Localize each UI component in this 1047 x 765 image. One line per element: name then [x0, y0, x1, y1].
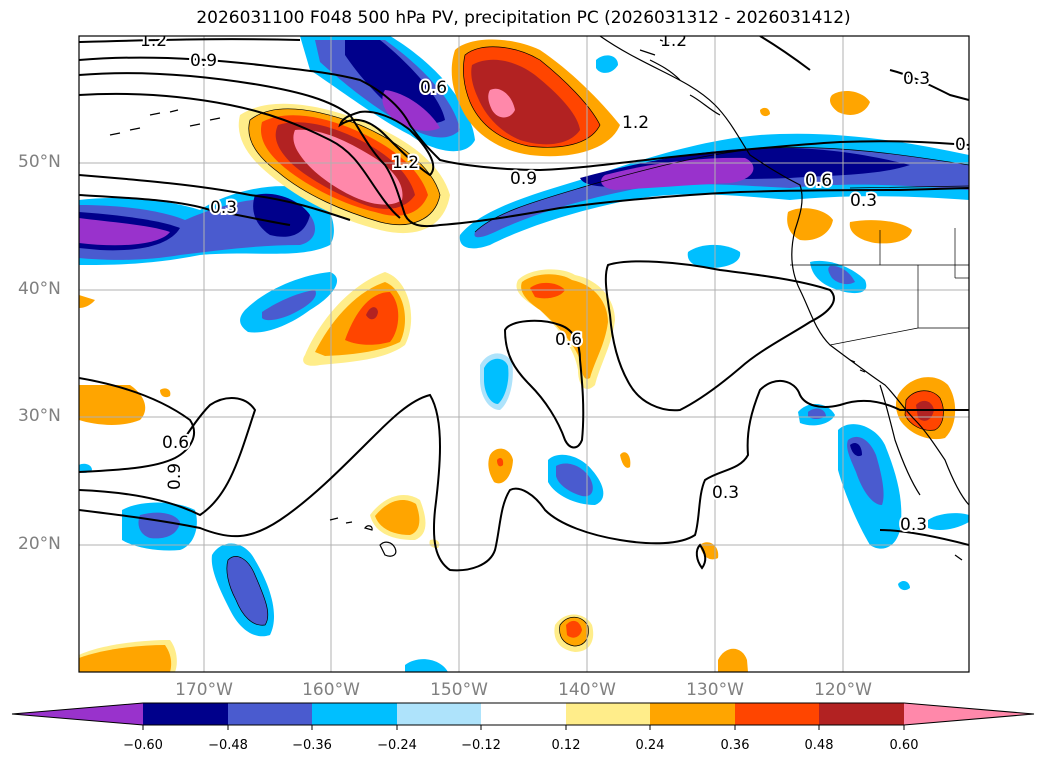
contour-label: 1.2: [140, 31, 167, 51]
colorbar: [11, 702, 1035, 730]
colorbar-tick-label: 0.60: [889, 738, 919, 753]
contour-label: 0.3: [210, 198, 237, 218]
contour-label: 0.3: [712, 483, 739, 503]
colorbar-tick-label: −0.12: [461, 738, 501, 753]
map-frame: [78, 35, 970, 673]
lat-label-20n: 20°N: [18, 534, 61, 554]
colorbar-extend-left: [12, 703, 143, 725]
coastlines: [109, 36, 969, 561]
lat-label-40n: 40°N: [18, 279, 61, 299]
contour-label: 1.2: [622, 113, 649, 133]
contour-label: 0.9: [190, 51, 217, 71]
colorbar-tick-label: 0.24: [635, 738, 665, 753]
colorbar-tick-label: −0.36: [292, 738, 332, 753]
contour-label: 0.6: [420, 78, 447, 98]
contour-label: 0.3: [903, 69, 930, 89]
contour-label: 1.2: [660, 31, 687, 51]
colorbar-tick-label: 0.48: [804, 738, 834, 753]
colorbar-tick-label: −0.24: [377, 738, 417, 753]
contour-labels: 1.2 0.9 0.6 1.2 1.2 0.9 0.3 0.6 0.3 0.3 …: [138, 31, 982, 537]
borders: [790, 185, 969, 346]
lon-label-170w: 170°W: [175, 680, 233, 700]
colorbar-extend-right: [904, 703, 1034, 725]
precipitation-shading: [79, 36, 969, 672]
contour-label: 0.3: [900, 515, 927, 535]
lat-label-50n: 50°N: [18, 152, 61, 172]
colorbar-tick-label: −0.48: [208, 738, 248, 753]
colorbar-tick-label: −0.60: [123, 738, 163, 753]
lon-label-120w: 120°W: [814, 680, 872, 700]
lon-label-130w: 130°W: [686, 680, 744, 700]
lon-label-160w: 160°W: [302, 680, 360, 700]
figure-title: 2026031100 F048 500 hPa PV, precipitatio…: [196, 8, 851, 28]
lon-label-150w: 150°W: [430, 680, 488, 700]
colorbar-tick-label: 0.12: [551, 738, 581, 753]
colorbar-tick-label: 0.36: [720, 738, 750, 753]
contour-label: 0.6: [555, 330, 582, 350]
contour-label: 1.2: [392, 153, 419, 173]
lat-label-30n: 30°N: [18, 406, 61, 426]
contour-label: 0.3: [850, 191, 877, 211]
contour-label: 0.9: [165, 463, 185, 490]
contour-label: 0.3: [955, 135, 982, 155]
lon-label-140w: 140°W: [558, 680, 616, 700]
contour-label: 0.6: [162, 433, 189, 453]
contour-label: 0.6: [805, 171, 832, 191]
contour-label: 0.9: [510, 169, 537, 189]
pv-contours: [79, 36, 969, 572]
precip-outline: [226, 46, 969, 647]
